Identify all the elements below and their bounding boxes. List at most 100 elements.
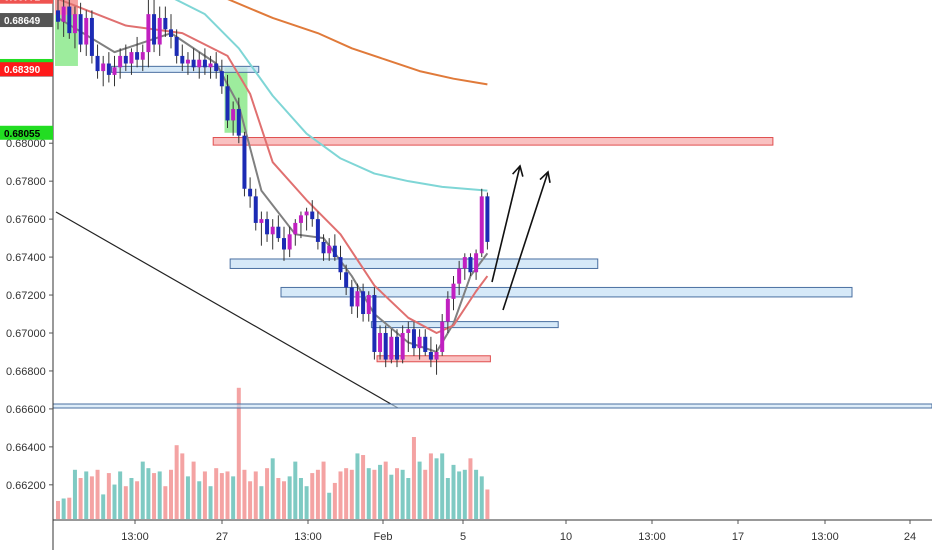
volume-bar	[253, 471, 258, 519]
candle-body	[253, 196, 258, 223]
candle-body	[248, 188, 253, 197]
price-badge	[0, 13, 53, 28]
volume-bar	[140, 461, 145, 519]
x-tick-label: 24	[904, 531, 916, 543]
volume-bar	[265, 468, 270, 519]
volume-bar	[259, 486, 264, 519]
volume-bar	[321, 461, 326, 519]
y-tick-label: 0.67600	[6, 214, 46, 226]
candle-body	[310, 211, 315, 220]
volume-bar	[78, 478, 83, 519]
candle-body	[118, 55, 123, 68]
moving-average-line	[227, 0, 488, 86]
x-tick-label: 13:00	[638, 531, 666, 543]
candle-body	[169, 29, 173, 37]
price-badge-label: 0.68055	[4, 129, 41, 140]
candle-body	[344, 272, 349, 288]
volume-bar	[112, 484, 117, 519]
volume-bar	[457, 471, 462, 519]
candle-body	[236, 109, 241, 136]
price-badge-label: 0.68390	[4, 65, 41, 76]
volume-bar	[389, 474, 394, 519]
candle-body	[185, 59, 190, 64]
volume-bar	[383, 461, 388, 519]
volume-bar	[174, 445, 179, 519]
candle-body	[349, 287, 354, 307]
candle-body	[191, 59, 196, 68]
volume-bar	[287, 476, 292, 519]
volume-bar	[157, 471, 162, 519]
candle-body	[197, 59, 202, 68]
zone-support	[111, 65, 260, 73]
candle-body	[298, 215, 303, 223]
x-tick-label: 13:00	[811, 531, 839, 543]
volume-bar	[180, 453, 185, 519]
projection-arrow	[502, 171, 549, 311]
candle-body	[152, 14, 157, 45]
volume-bar	[474, 469, 479, 519]
volume-bar	[56, 500, 60, 519]
price-badge	[0, 62, 53, 77]
candle-body	[78, 14, 83, 45]
volume-bar	[451, 464, 456, 519]
volume-bar	[372, 469, 377, 519]
volume-bar	[298, 478, 303, 519]
price-axis[interactable]: 0.68000 0.67800 0.67600 0.67400 0.67200 0.670…	[6, 0, 54, 550]
x-tick-label: 13:00	[121, 531, 149, 543]
candle-body	[112, 67, 117, 75]
volume-bar	[468, 458, 473, 519]
volume-bar	[344, 468, 349, 519]
candle-body	[225, 86, 230, 121]
volume-bar	[445, 478, 450, 519]
volume-bar	[327, 492, 332, 519]
candle-body	[366, 295, 371, 315]
candle-body	[479, 196, 484, 254]
volume-bar	[135, 481, 140, 519]
volume-bar	[366, 468, 371, 519]
volume-bar	[118, 471, 123, 519]
candle-body	[378, 332, 383, 352]
candle-body	[180, 55, 185, 64]
volume-bar	[440, 453, 445, 519]
volume-bar	[355, 453, 360, 519]
candle-body	[361, 291, 366, 315]
candle-body	[440, 321, 445, 352]
projection-arrow	[491, 165, 521, 283]
trend-line	[55, 211, 399, 409]
volume-bar	[214, 468, 219, 519]
candle-body	[457, 268, 462, 284]
volume-bar	[417, 461, 422, 519]
volume-bar	[242, 469, 247, 519]
candle-body	[428, 351, 433, 360]
candle-body	[383, 332, 388, 360]
candle-body	[56, 10, 60, 22]
candle-body	[67, 6, 72, 34]
time-axis[interactable]: 13:00 27 13:00 Feb 5 10 13:00 17 13:00 24	[53, 519, 932, 543]
candles-layer	[56, 0, 490, 375]
price-badges-layer: 0.687720.686490.684070.683880.683900.680…	[0, 0, 53, 140]
y-tick-label: 0.67400	[6, 252, 46, 264]
zone-support	[370, 321, 559, 329]
zone-support	[229, 258, 599, 269]
candle-body	[451, 283, 456, 299]
y-tick-label: 0.66400	[6, 442, 46, 454]
volume-bar	[236, 387, 241, 519]
candle-body	[485, 196, 490, 242]
candle-body	[276, 226, 281, 239]
volume-bar	[67, 497, 72, 519]
candle-body	[101, 63, 106, 72]
candle-body	[321, 241, 326, 254]
candle-body	[423, 336, 428, 352]
candle-body	[389, 336, 394, 360]
volume-bar	[146, 468, 151, 519]
candle-body	[214, 63, 219, 72]
candle-body	[140, 52, 145, 60]
x-tick-label: 13:00	[294, 531, 322, 543]
price-badge	[0, 125, 53, 140]
x-tick-label: 10	[560, 531, 572, 543]
zone-resistance	[212, 137, 774, 146]
volume-bar	[72, 469, 77, 519]
